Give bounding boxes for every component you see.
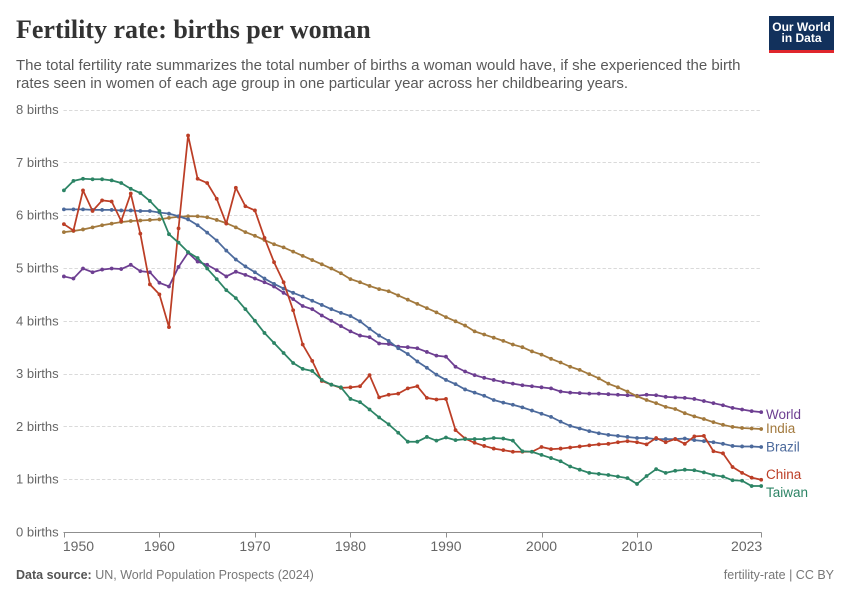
svg-text:2000: 2000 [526,538,557,554]
svg-text:Brazil: Brazil [766,440,800,455]
svg-text:2023: 2023 [731,538,762,554]
svg-text:6 births: 6 births [16,208,59,223]
svg-text:1950: 1950 [63,538,94,554]
svg-text:0 births: 0 births [16,525,59,540]
svg-text:India: India [766,421,796,436]
svg-text:1 births: 1 births [16,472,59,487]
svg-text:4 births: 4 births [16,313,59,328]
svg-text:7 births: 7 births [16,155,59,170]
svg-text:Taiwan: Taiwan [766,485,808,500]
svg-text:1980: 1980 [335,538,366,554]
svg-text:2010: 2010 [621,538,652,554]
svg-text:3 births: 3 births [16,366,59,381]
svg-text:5 births: 5 births [16,261,59,276]
svg-text:1960: 1960 [144,538,175,554]
svg-text:8 births: 8 births [16,102,59,117]
svg-text:2 births: 2 births [16,419,59,434]
svg-text:China: China [766,467,802,482]
svg-text:World: World [766,407,801,422]
svg-text:1990: 1990 [430,538,461,554]
svg-text:1970: 1970 [239,538,270,554]
